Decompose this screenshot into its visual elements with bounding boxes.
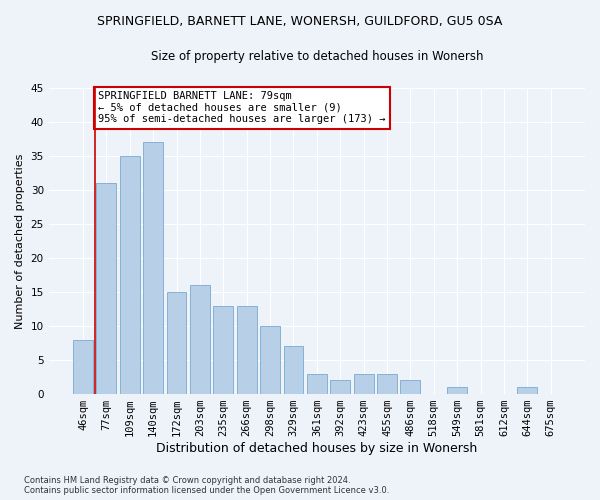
Bar bbox=[330, 380, 350, 394]
Bar bbox=[307, 374, 327, 394]
Text: Contains HM Land Registry data © Crown copyright and database right 2024.
Contai: Contains HM Land Registry data © Crown c… bbox=[24, 476, 389, 495]
Bar bbox=[353, 374, 374, 394]
Text: SPRINGFIELD BARNETT LANE: 79sqm
← 5% of detached houses are smaller (9)
95% of s: SPRINGFIELD BARNETT LANE: 79sqm ← 5% of … bbox=[98, 91, 386, 124]
Bar bbox=[97, 183, 116, 394]
Bar bbox=[447, 388, 467, 394]
Bar bbox=[377, 374, 397, 394]
Bar bbox=[143, 142, 163, 394]
Bar bbox=[167, 292, 187, 394]
Bar bbox=[260, 326, 280, 394]
Bar bbox=[237, 306, 257, 394]
Bar bbox=[400, 380, 421, 394]
Title: Size of property relative to detached houses in Wonersh: Size of property relative to detached ho… bbox=[151, 50, 483, 63]
Y-axis label: Number of detached properties: Number of detached properties bbox=[15, 153, 25, 328]
Bar bbox=[214, 306, 233, 394]
X-axis label: Distribution of detached houses by size in Wonersh: Distribution of detached houses by size … bbox=[156, 442, 478, 455]
Bar bbox=[73, 340, 93, 394]
Text: SPRINGFIELD, BARNETT LANE, WONERSH, GUILDFORD, GU5 0SA: SPRINGFIELD, BARNETT LANE, WONERSH, GUIL… bbox=[97, 15, 503, 28]
Bar bbox=[284, 346, 304, 394]
Bar bbox=[190, 285, 210, 394]
Bar bbox=[517, 388, 537, 394]
Bar bbox=[120, 156, 140, 394]
